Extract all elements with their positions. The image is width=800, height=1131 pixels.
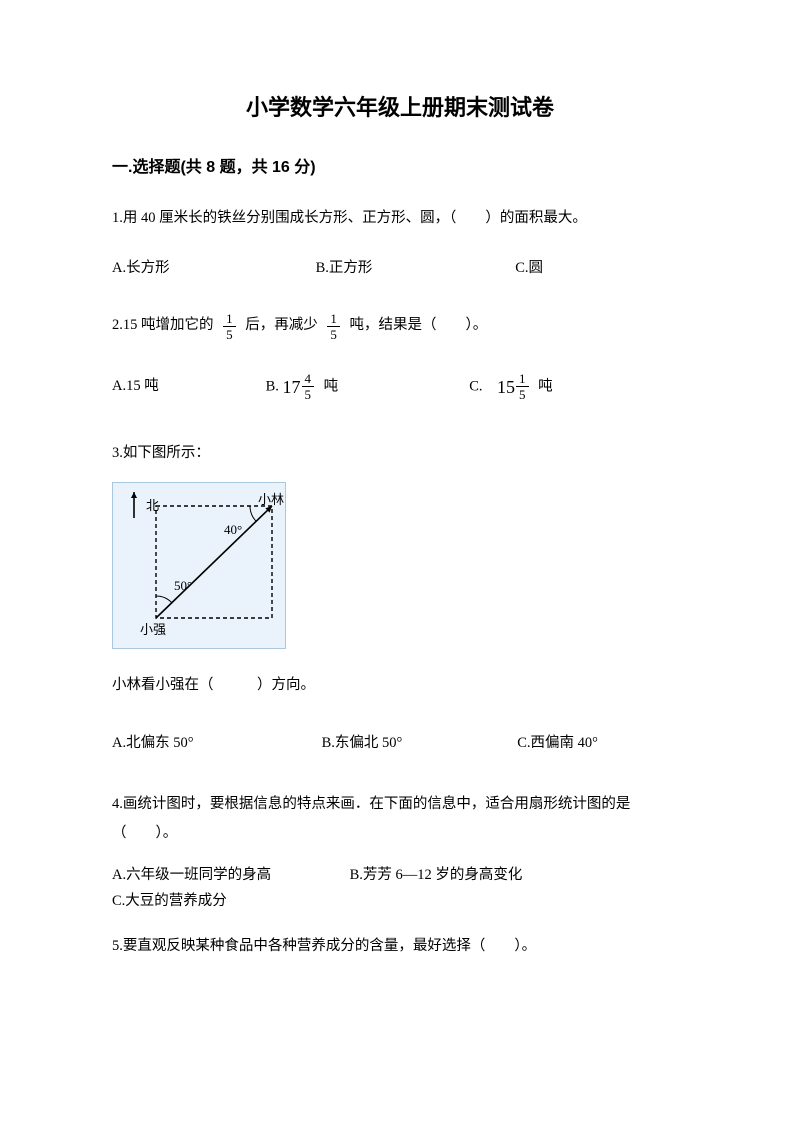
question-3-followup: 小林看小强在（ ）方向。 [112, 671, 688, 700]
q2-fraction-1: 1 5 [223, 312, 236, 341]
question-3-options: A.北偏东 50° B.东偏北 50° C.西偏南 40° [112, 730, 688, 756]
page-title: 小学数学六年级上册期末测试卷 [112, 88, 688, 128]
svg-text:小强: 小强 [140, 622, 166, 637]
q4-option-a: A.六年级一班同学的身高 [112, 862, 346, 888]
q2-mid: 后，再减少 [245, 317, 318, 333]
q1-option-a: A.长方形 [112, 255, 312, 281]
q1-option-b: B.正方形 [316, 255, 512, 281]
q2-option-c: C. 15 1 5 吨 [469, 371, 552, 403]
question-3-diagram: 北小林小强40°50° [112, 482, 688, 649]
q2-option-a: A.15 吨 [112, 373, 262, 399]
q2-option-b: B. 17 4 5 吨 [266, 371, 466, 403]
svg-text:50°: 50° [174, 578, 192, 593]
question-4-options: A.六年级一班同学的身高 B.芳芳 6—12 岁的身高变化 C.大豆的营养成分 [112, 862, 688, 914]
question-3: 3.如下图所示： [112, 439, 688, 468]
q3-option-c: C.西偏南 40° [517, 730, 598, 756]
q3-option-b: B.东偏北 50° [322, 730, 514, 756]
q4-option-b: B.芳芳 6—12 岁的身高变化 [350, 862, 620, 888]
q1-option-c: C.圆 [515, 255, 543, 281]
question-1: 1.用 40 厘米长的铁丝分别围成长方形、正方形、圆，（ ）的面积最大。 [112, 204, 688, 233]
svg-text:小林: 小林 [258, 492, 284, 507]
question-2: 2.15 吨增加它的 1 5 后，再减少 1 5 吨，结果是（ ）。 [112, 311, 688, 340]
question-2-options: A.15 吨 B. 17 4 5 吨 C. 15 1 5 吨 [112, 371, 688, 403]
question-5: 5.要直观反映某种食品中各种营养成分的含量，最好选择（ ）。 [112, 932, 688, 961]
direction-diagram: 北小林小强40°50° [112, 482, 286, 649]
svg-text:40°: 40° [224, 522, 242, 537]
q4-option-c: C.大豆的营养成分 [112, 888, 227, 914]
q2-suffix: 吨，结果是（ ）。 [350, 317, 488, 333]
q3-option-a: A.北偏东 50° [112, 730, 318, 756]
section-1-header: 一.选择题(共 8 题，共 16 分) [112, 154, 688, 183]
question-4: 4.画统计图时，要根据信息的特点来画．在下面的信息中，适合用扇形统计图的是（ ）… [112, 790, 688, 848]
q2-prefix: 2.15 吨增加它的 [112, 317, 214, 333]
q2-fraction-2: 1 5 [327, 312, 340, 341]
question-1-options: A.长方形 B.正方形 C.圆 [112, 255, 688, 281]
